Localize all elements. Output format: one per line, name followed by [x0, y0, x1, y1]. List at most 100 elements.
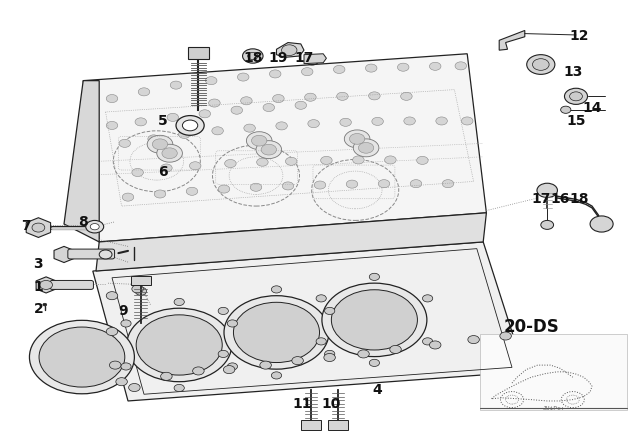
Circle shape [260, 361, 271, 369]
Circle shape [301, 68, 313, 76]
Circle shape [353, 139, 379, 157]
Text: 4: 4 [372, 383, 383, 397]
Text: 13: 13 [563, 65, 582, 79]
Circle shape [252, 135, 267, 146]
Circle shape [285, 157, 297, 165]
Polygon shape [304, 54, 326, 64]
Circle shape [353, 156, 364, 164]
Text: 15: 15 [566, 114, 586, 128]
Circle shape [127, 308, 232, 382]
Text: JUiPc:: JUiPc: [542, 406, 565, 411]
Circle shape [340, 118, 351, 126]
Circle shape [305, 93, 316, 101]
Circle shape [269, 70, 281, 78]
Circle shape [365, 64, 377, 72]
Circle shape [224, 296, 329, 369]
Circle shape [193, 367, 204, 375]
Circle shape [135, 287, 147, 295]
Text: 16: 16 [550, 192, 570, 207]
Circle shape [537, 183, 557, 198]
Circle shape [324, 353, 335, 362]
Circle shape [422, 338, 433, 345]
Circle shape [248, 52, 258, 60]
Circle shape [422, 295, 433, 302]
Circle shape [86, 220, 104, 233]
Circle shape [227, 363, 237, 370]
Circle shape [122, 193, 134, 201]
Circle shape [174, 298, 184, 306]
Circle shape [417, 156, 428, 164]
Circle shape [212, 127, 223, 135]
Circle shape [132, 285, 143, 293]
Circle shape [106, 327, 118, 336]
Circle shape [161, 164, 172, 172]
Circle shape [561, 106, 571, 113]
Circle shape [174, 384, 184, 392]
Circle shape [244, 124, 255, 132]
Circle shape [170, 81, 182, 89]
Circle shape [314, 181, 326, 189]
Circle shape [106, 292, 118, 300]
Circle shape [40, 280, 52, 289]
Circle shape [332, 290, 417, 350]
Circle shape [316, 338, 326, 345]
Text: 5: 5 [158, 114, 168, 128]
Circle shape [321, 156, 332, 164]
FancyBboxPatch shape [328, 420, 348, 430]
Circle shape [397, 63, 409, 71]
Circle shape [527, 55, 555, 74]
Text: 10: 10 [322, 397, 341, 411]
Circle shape [369, 359, 380, 366]
Circle shape [205, 77, 217, 85]
Polygon shape [276, 43, 304, 57]
Circle shape [256, 141, 282, 159]
Circle shape [429, 341, 441, 349]
Circle shape [147, 135, 173, 153]
Circle shape [154, 190, 166, 198]
Polygon shape [83, 54, 486, 242]
FancyBboxPatch shape [188, 47, 209, 59]
Circle shape [337, 92, 348, 100]
Circle shape [369, 273, 380, 280]
Circle shape [121, 363, 131, 370]
Circle shape [138, 88, 150, 96]
Circle shape [225, 159, 236, 168]
Circle shape [282, 182, 294, 190]
Circle shape [121, 320, 131, 327]
Polygon shape [96, 213, 486, 271]
Circle shape [541, 220, 554, 229]
Circle shape [157, 144, 182, 162]
Circle shape [322, 283, 427, 357]
Circle shape [227, 320, 237, 327]
Circle shape [106, 95, 118, 103]
Circle shape [333, 65, 345, 73]
FancyBboxPatch shape [50, 280, 93, 289]
Circle shape [358, 350, 369, 358]
Text: 8: 8 [78, 215, 88, 229]
FancyBboxPatch shape [301, 420, 321, 430]
Circle shape [292, 357, 303, 365]
Text: 17: 17 [294, 51, 314, 65]
Circle shape [590, 216, 613, 232]
Circle shape [243, 49, 263, 63]
Circle shape [148, 135, 159, 143]
Circle shape [135, 118, 147, 126]
Circle shape [271, 372, 282, 379]
Circle shape [218, 307, 228, 314]
Circle shape [346, 180, 358, 188]
Circle shape [564, 88, 588, 104]
Circle shape [385, 156, 396, 164]
Circle shape [316, 295, 326, 302]
Text: 17: 17 [531, 192, 550, 207]
Circle shape [390, 345, 401, 353]
Circle shape [39, 327, 125, 387]
Text: 3: 3 [33, 257, 44, 271]
Circle shape [167, 113, 179, 121]
Circle shape [136, 315, 222, 375]
Polygon shape [64, 81, 99, 242]
Text: 11: 11 [292, 397, 312, 411]
Circle shape [436, 117, 447, 125]
Circle shape [404, 117, 415, 125]
Circle shape [500, 332, 511, 340]
Circle shape [372, 117, 383, 125]
